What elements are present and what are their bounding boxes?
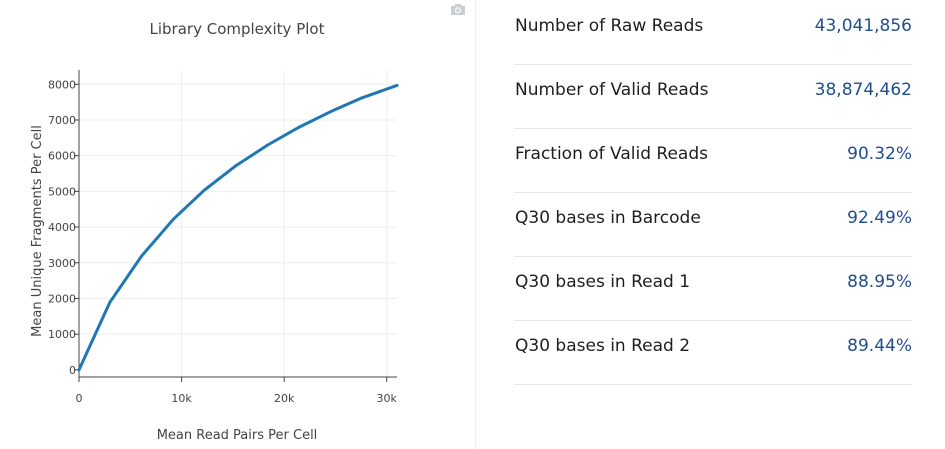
metric-label: Number of Valid Reads: [515, 80, 709, 100]
metric-row-raw-reads: Number of Raw Reads 43,041,856: [514, 0, 912, 65]
series-layer: [77, 83, 399, 372]
chart-title: Library Complexity Plot: [150, 20, 325, 38]
metric-label: Number of Raw Reads: [515, 16, 704, 36]
metric-label: Q30 bases in Barcode: [515, 208, 701, 228]
x-axis-label: Mean Read Pairs Per Cell: [157, 428, 318, 443]
series-line: [77, 83, 399, 372]
y-tick-label: 3000: [48, 257, 76, 270]
tick-labels: 0 1000 2000 3000 4000 5000 6000 7000 8000 0 10k 20k…: [48, 78, 398, 405]
camera-icon[interactable]: [449, 2, 467, 16]
x-tick-label: 0: [76, 392, 83, 405]
y-tick-label: 8000: [48, 78, 76, 91]
metric-value: 92.49%: [847, 208, 912, 228]
metric-value: 90.32%: [847, 144, 912, 164]
metrics-table: Number of Raw Reads 43,041,856 Number of…: [514, 0, 912, 449]
metric-row-fraction-valid: Fraction of Valid Reads 90.32%: [514, 128, 912, 193]
axes: [78, 70, 397, 378]
metric-label: Fraction of Valid Reads: [515, 144, 708, 164]
y-tick-label: 2000: [48, 292, 76, 305]
y-axis-label: Mean Unique Fragments Per Cell: [30, 125, 45, 337]
metric-row-q30-read2: Q30 bases in Read 2 89.44%: [514, 320, 912, 385]
metric-value: 38,874,462: [814, 80, 912, 100]
metric-label: Q30 bases in Read 2: [515, 336, 691, 356]
chart-svg: Library Complexity Plot 0 1000 2000 3000 400…: [30, 20, 399, 443]
panel-divider: [475, 0, 476, 449]
y-tick-label: 1000: [48, 328, 76, 341]
metric-value: 88.95%: [847, 272, 912, 292]
x-tick-label: 10k: [171, 392, 192, 405]
metric-row-q30-barcode: Q30 bases in Barcode 92.49%: [514, 192, 912, 257]
metric-label: Q30 bases in Read 1: [515, 272, 691, 292]
metric-row-valid-reads: Number of Valid Reads 38,874,462: [514, 64, 912, 129]
metric-row-q30-read1: Q30 bases in Read 1 88.95%: [514, 256, 912, 321]
y-tick-label: 7000: [48, 114, 76, 127]
metric-value: 43,041,856: [814, 16, 912, 36]
grid: [79, 70, 397, 377]
y-tick-label: 0: [69, 364, 76, 377]
x-tick-label: 20k: [274, 392, 295, 405]
y-tick-label: 5000: [48, 185, 76, 198]
metric-value: 89.44%: [847, 336, 912, 356]
library-complexity-plot: Library Complexity Plot 0 1000 2000 3000 400…: [30, 2, 467, 443]
y-tick-label: 4000: [48, 221, 76, 234]
y-tick-label: 6000: [48, 150, 76, 163]
x-tick-label: 30k: [377, 392, 398, 405]
